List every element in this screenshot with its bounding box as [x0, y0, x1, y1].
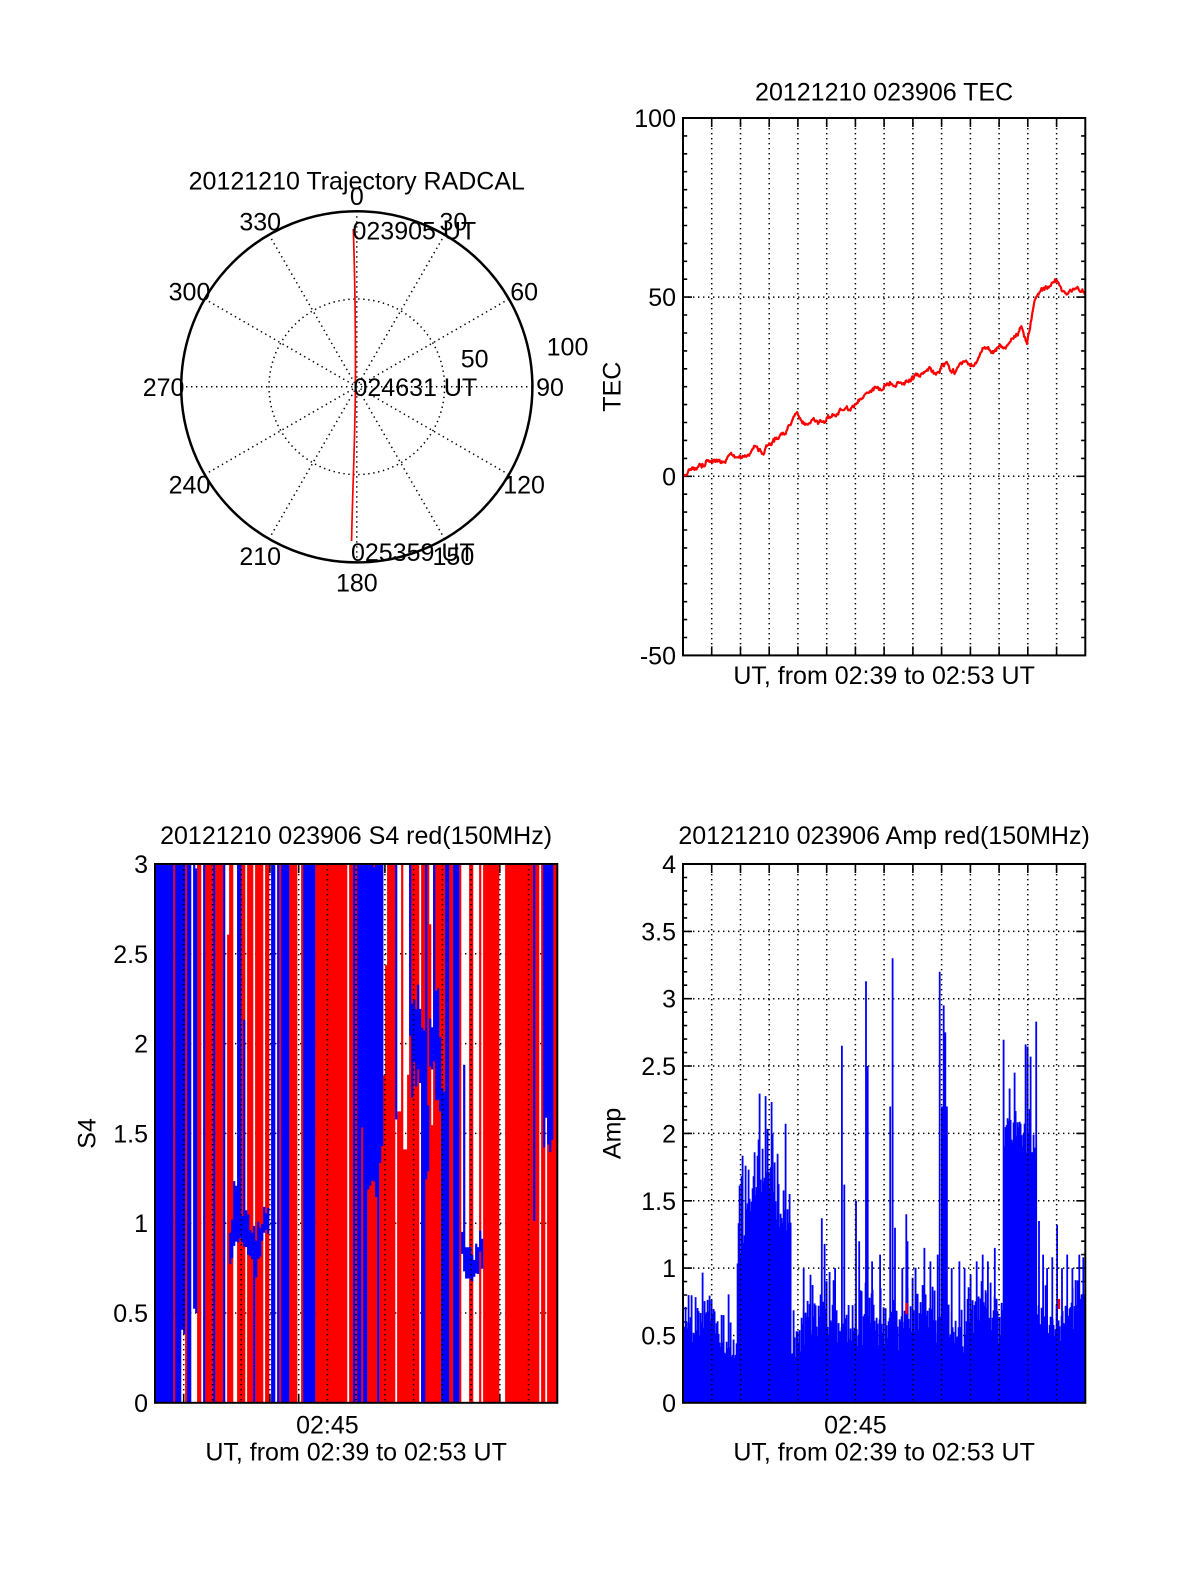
svg-text:1.5: 1.5 [113, 1120, 148, 1148]
svg-text:S4: S4 [74, 1118, 102, 1149]
svg-text:0: 0 [350, 183, 364, 211]
svg-text:0.5: 0.5 [641, 1323, 676, 1351]
svg-text:20121210 023906 TEC: 20121210 023906 TEC [755, 79, 1013, 107]
svg-text:210: 210 [239, 543, 281, 571]
svg-text:60: 60 [510, 278, 538, 306]
svg-text:Amp: Amp [599, 1108, 627, 1159]
svg-text:02:45: 02:45 [296, 1412, 359, 1440]
svg-text:3.5: 3.5 [641, 918, 676, 946]
svg-text:20121210 023906 Amp red(150MHz: 20121210 023906 Amp red(150MHz) [678, 822, 1089, 850]
svg-text:180: 180 [336, 569, 378, 597]
svg-text:100: 100 [547, 333, 589, 361]
svg-text:0: 0 [662, 1390, 676, 1418]
svg-text:2.5: 2.5 [641, 1053, 676, 1081]
svg-text:150: 150 [433, 543, 475, 571]
svg-text:3: 3 [662, 986, 676, 1014]
svg-text:TEC: TEC [599, 362, 627, 412]
svg-text:20121210 Trajectory RADCAL: 20121210 Trajectory RADCAL [189, 168, 525, 196]
svg-text:3: 3 [134, 851, 148, 879]
svg-text:300: 300 [169, 278, 211, 306]
svg-text:20121210 023906 S4 red(150MHz): 20121210 023906 S4 red(150MHz) [160, 822, 552, 850]
svg-text:120: 120 [503, 472, 545, 500]
svg-text:0: 0 [662, 463, 676, 491]
svg-text:270: 270 [143, 374, 185, 402]
svg-text:30: 30 [439, 209, 467, 237]
svg-text:UT, from 02:39 to 02:53 UT: UT, from 02:39 to 02:53 UT [733, 662, 1035, 690]
svg-text:-50: -50 [640, 642, 676, 670]
svg-text:02:45: 02:45 [824, 1412, 887, 1440]
svg-text:UT, from 02:39 to 02:53 UT: UT, from 02:39 to 02:53 UT [733, 1439, 1035, 1467]
svg-text:023905 UT: 023905 UT [353, 218, 477, 246]
svg-text:024631 UT: 024631 UT [354, 374, 478, 402]
svg-text:240: 240 [169, 472, 211, 500]
svg-text:90: 90 [536, 374, 564, 402]
svg-text:1: 1 [662, 1255, 676, 1283]
svg-text:2.5: 2.5 [113, 941, 148, 969]
svg-text:2: 2 [662, 1120, 676, 1148]
svg-text:2: 2 [134, 1031, 148, 1059]
svg-text:UT, from 02:39 to 02:53 UT: UT, from 02:39 to 02:53 UT [205, 1439, 507, 1467]
svg-text:100: 100 [634, 105, 676, 133]
svg-text:0: 0 [134, 1390, 148, 1418]
svg-text:0.5: 0.5 [113, 1300, 148, 1328]
svg-text:4: 4 [662, 851, 676, 879]
svg-text:1.5: 1.5 [641, 1188, 676, 1216]
svg-text:1: 1 [134, 1210, 148, 1238]
svg-text:50: 50 [648, 284, 676, 312]
svg-text:330: 330 [239, 209, 281, 237]
svg-text:50: 50 [461, 345, 489, 373]
svg-text:025359 UT: 025359 UT [351, 539, 475, 567]
